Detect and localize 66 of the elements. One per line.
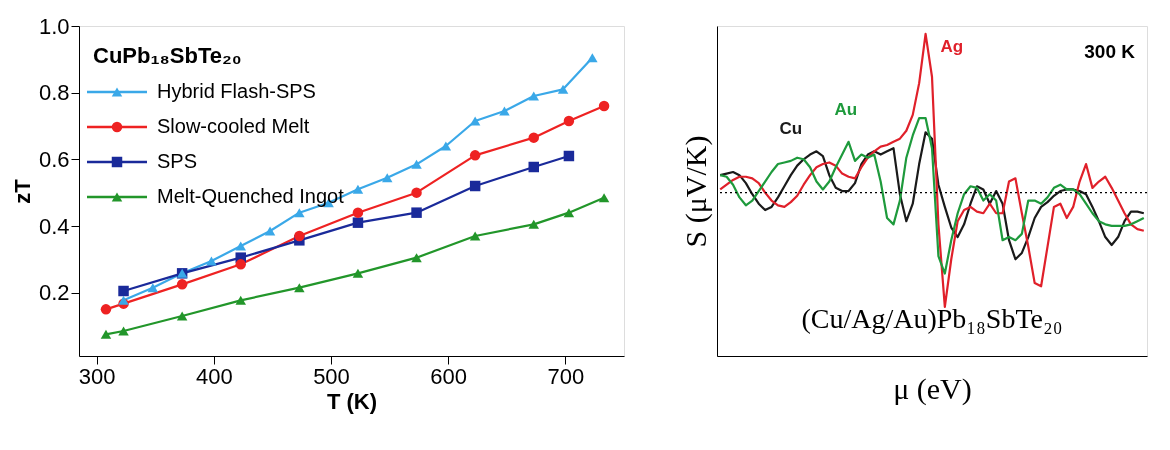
point [598, 100, 610, 112]
point [206, 256, 217, 266]
point [528, 132, 539, 143]
x-tick-label: 300 [78, 363, 116, 389]
series-label: Au [834, 100, 858, 120]
y-tick-label: 0.8 [38, 80, 70, 106]
annotation: 300 K [1084, 41, 1136, 62]
point [469, 231, 481, 241]
point [176, 311, 188, 321]
x-axis-title: T (K) [326, 388, 378, 414]
point [411, 187, 422, 198]
point [100, 304, 112, 315]
legend-label: SPS [157, 150, 198, 172]
point [499, 106, 510, 116]
x-tick-label: 500 [313, 363, 350, 389]
x-axis-title: μ (eV) [893, 371, 972, 406]
y-tick-label: 0.2 [38, 280, 70, 306]
point [382, 173, 393, 183]
point [118, 326, 129, 336]
annotation: (Cu/Ag/Au)Pb₁₈SbTe₂₀ [801, 303, 1063, 334]
point [352, 207, 364, 218]
point [563, 150, 575, 162]
x-tick-label: 600 [430, 363, 468, 389]
point [411, 159, 422, 169]
point [118, 295, 129, 305]
legend-label: Hybrid Flash-SPS [157, 80, 316, 102]
point [587, 53, 598, 63]
point [235, 259, 246, 270]
legend-label: Melt-Quenched Ingot [157, 185, 345, 207]
x-tick-label: 400 [195, 363, 233, 389]
point [469, 150, 481, 161]
y-tick-label: 0.4 [38, 213, 70, 239]
point [557, 84, 569, 94]
y-axis-title: S (μV/K) [678, 135, 713, 248]
point [176, 279, 188, 290]
point [100, 329, 112, 339]
legend-label: Slow-cooled Melt [157, 115, 310, 137]
point [598, 193, 610, 203]
series-label: Ag [940, 36, 964, 56]
y-tick-label: 0.6 [38, 146, 70, 172]
point [294, 230, 305, 242]
point [235, 295, 246, 305]
series-label: Cu [779, 119, 803, 139]
x-tick-label: 700 [547, 363, 585, 389]
point [528, 219, 539, 229]
point [469, 180, 481, 192]
point [440, 141, 452, 151]
point [118, 285, 129, 297]
point [411, 253, 422, 263]
point [411, 207, 422, 218]
legend-title: CuPb₁₈SbTe₂₀ [93, 43, 242, 68]
point [469, 116, 481, 126]
point [352, 268, 364, 278]
point [352, 217, 364, 228]
point [352, 184, 364, 194]
point [563, 208, 575, 218]
point [147, 283, 159, 293]
point [235, 241, 246, 251]
point [528, 161, 539, 173]
point [294, 208, 305, 218]
point [528, 91, 539, 101]
point [264, 226, 276, 236]
y-axis-title: zT [9, 178, 35, 204]
point [294, 283, 305, 293]
point [563, 115, 575, 127]
y-tick-label: 1.0 [38, 13, 70, 39]
